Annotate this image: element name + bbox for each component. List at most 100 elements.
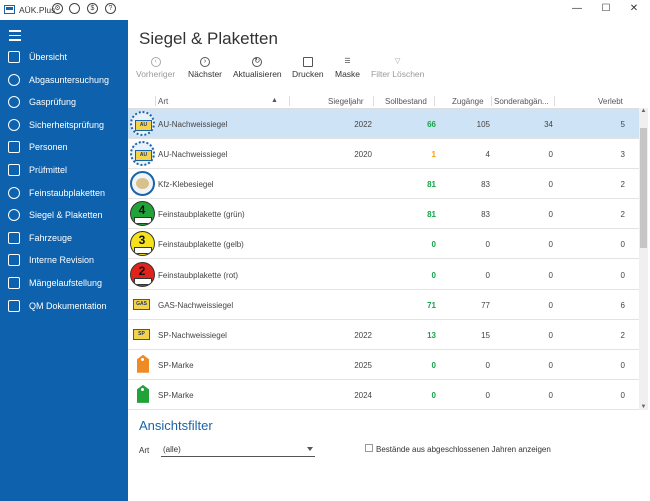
minimize-button[interactable]: — [572,3,582,14]
previous-button[interactable]: ‹ Vorheriger [136,57,176,79]
cell-siegeljahr: 2020 [354,150,372,160]
grid-header: Art ▲ Siegeljahr Sollbestand Zugänge Son… [128,94,639,109]
cell-verlebt: 6 [620,300,625,310]
seal-icon [8,209,20,222]
sidebar-item-personen[interactable]: Personen [0,137,128,159]
persons-icon [8,141,20,154]
table-row[interactable]: 3 Feinstaubplakette (gelb) 0 0 0 0 [128,229,639,260]
cell-sonderabgaenge: 0 [548,390,553,400]
print-button[interactable]: Drucken [292,57,324,79]
cell-siegeljahr: 2022 [354,330,372,340]
cell-sonderabgaenge: 0 [548,210,553,220]
sidebar-item-übersicht[interactable]: Übersicht [0,47,128,69]
cell-art: Feinstaubplakette (rot) [158,270,239,280]
sidebar-item-qm-dokumentation[interactable]: QM Dokumentation [0,296,128,318]
help-icon[interactable]: ? [105,3,116,14]
grid-scrollbar[interactable]: ▲ ▼ [639,108,648,410]
cell-verlebt: 5 [620,120,625,129]
cell-zugaenge: 4 [485,150,490,160]
sidebar-item-feinstaubplaketten[interactable]: Feinstaubplaketten [0,183,128,205]
col-header-art[interactable]: Art [158,97,169,106]
cell-art: SP-Nachweissiegel [158,330,227,340]
scroll-thumb[interactable] [640,128,647,248]
cell-sollbestand: 0 [431,240,436,250]
user-icon[interactable] [69,3,80,14]
closed-years-checkbox[interactable] [365,444,373,452]
next-button[interactable]: › Nächster [188,57,223,79]
cell-siegeljahr: 2022 [354,120,372,129]
kfz-seal-icon [130,171,155,197]
cell-art: AU-Nachweissiegel [158,120,228,129]
table-row[interactable]: AU AU-Nachweissiegel 2022 66 105 34 5 [128,109,639,139]
table-row[interactable]: GAS GAS-Nachweissiegel 71 77 0 6 [128,290,639,320]
sidebar-item-label: Interne Revision [29,255,95,266]
table-row[interactable]: SP SP-Nachweissiegel 2022 13 15 0 2 [128,320,639,350]
table-row[interactable]: SP-Marke 2025 0 0 0 0 [128,350,639,380]
cell-sonderabgaenge: 34 [544,120,553,129]
col-header-verlebt[interactable]: Verlebt [598,97,623,106]
cell-sollbestand: 0 [431,270,436,280]
cell-sollbestand: 81 [427,180,436,190]
sp-marke-icon [137,384,149,403]
sidebar-item-abgasuntersuchung[interactable]: Abgasuntersuchung [0,70,128,92]
cell-verlebt: 0 [620,360,625,370]
sidebar-item-label: Personen [29,142,68,153]
chevron-left-icon: ‹ [150,57,161,67]
feinstaub-plakette-icon: 2 [130,261,155,287]
main-content: Siegel & Plaketten ‹ Vorheriger › Nächster… [128,20,650,501]
table-row[interactable]: 4 Feinstaubplakette (grün) 81 83 0 2 [128,199,639,230]
cell-sollbestand: 13 [427,330,436,340]
clear-filter-button[interactable]: ▽ Filter Löschen [371,58,425,79]
table-row[interactable]: Kfz-Klebesiegel 81 83 0 2 [128,169,639,200]
col-header-sonderabgaenge[interactable]: Sonderabgän... [494,97,549,106]
col-header-zugaenge[interactable]: Zugänge [452,97,484,106]
cell-art: GAS-Nachweissiegel [158,300,234,310]
gear-icon[interactable]: ⚙ [52,3,63,14]
table-row[interactable]: SP-Marke 2024 0 0 0 0 [128,380,639,410]
sidebar-item-siegel-plaketten[interactable]: Siegel & Plaketten [0,205,128,227]
cell-sonderabgaenge: 0 [548,300,553,310]
art-filter-select[interactable]: (alle) [161,442,315,457]
cell-zugaenge: 0 [485,240,490,250]
scroll-down-icon[interactable]: ▼ [640,404,647,410]
sidebar-item-label: Übersicht [29,52,68,62]
sidebar-item-gasprüfung[interactable]: Gasprüfung [0,92,128,114]
cell-sollbestand: 0 [431,360,436,370]
au-seal-icon: AU [130,141,155,167]
sidebar-item-mängelaufstellung[interactable]: Mängelaufstellung [0,273,128,295]
sidebar-item-interne-revision[interactable]: Interne Revision [0,250,128,272]
gas-seal-icon: GAS [130,292,155,317]
table-row[interactable]: AU AU-Nachweissiegel 2020 1 4 0 3 [128,139,639,170]
sidebar-item-label: Sicherheitsprüfung [29,119,105,130]
sidebar-item-sicherheitsprüfung[interactable]: Sicherheitsprüfung [0,115,128,137]
cell-sonderabgaenge: 0 [548,360,553,370]
cell-zugaenge: 0 [485,360,490,370]
chart-icon [8,277,20,289]
table-row[interactable]: 2 Feinstaubplakette (rot) 0 0 0 0 [128,260,639,290]
sidebar-item-label: Abgasuntersuchung [29,74,110,85]
mask-button[interactable]: ☰ Maske [335,58,361,79]
scroll-up-icon[interactable]: ▲ [640,108,647,114]
sort-ascending-icon: ▲ [271,97,278,104]
currency-icon[interactable]: $ [87,3,98,14]
col-header-siegeljahr[interactable]: Siegeljahr [328,97,364,106]
sidebar-item-prüfmittel[interactable]: Prüfmittel [0,160,128,182]
sidebar-item-label: Siegel & Plaketten [29,210,103,221]
col-header-sollbestand[interactable]: Sollbestand [385,97,427,106]
cell-art: SP-Marke [158,390,194,400]
cell-verlebt: 0 [620,270,625,280]
close-button[interactable]: ✕ [629,3,639,14]
filter-art-label: Art [139,446,150,455]
sidebar-item-label: Mängelaufstellung [29,278,103,288]
sp-icon [8,118,20,131]
cell-sonderabgaenge: 0 [548,180,553,190]
maximize-button[interactable]: ☐ [601,3,611,14]
sidebar-item-fahrzeuge[interactable]: Fahrzeuge [0,228,128,250]
refresh-button[interactable]: ↻ Aktualisieren [233,57,282,79]
feinstaub-plakette-icon: 3 [130,231,155,257]
cell-zugaenge: 83 [481,210,490,220]
sidebar-item-label: Prüfmittel [29,165,68,175]
cell-siegeljahr: 2024 [354,390,372,400]
hamburger-menu-icon[interactable] [9,30,21,44]
closed-years-checkbox-label: Bestände aus abgeschlossenen Jahren anze… [376,445,551,454]
